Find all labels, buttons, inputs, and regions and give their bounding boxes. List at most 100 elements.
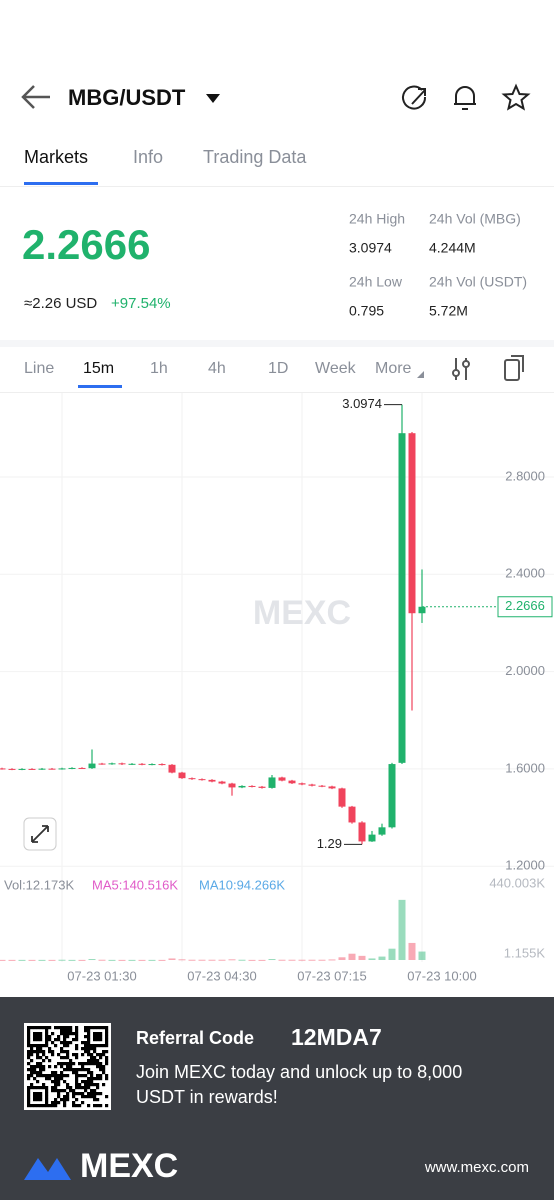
- candle-body: [248, 785, 256, 787]
- stat-label: 24h Low: [349, 274, 403, 290]
- volume-bar: [158, 959, 166, 961]
- fullscreen-icon[interactable]: [31, 825, 49, 843]
- qr-cell: [96, 1083, 100, 1087]
- qr-cell: [27, 1098, 31, 1102]
- interval[interactable]: 1h: [150, 360, 168, 377]
- qr-cell: [84, 1035, 88, 1039]
- qr-cell: [96, 1026, 100, 1030]
- qr-cell: [93, 1104, 97, 1108]
- qr-cell: [57, 1089, 61, 1093]
- qr-cell: [81, 1101, 85, 1105]
- volume-bar: [368, 958, 376, 960]
- more-caret[interactable]: [417, 371, 424, 378]
- interval[interactable]: Week: [315, 360, 357, 377]
- volume-legend: MA5:140.516K: [92, 877, 178, 892]
- pair-title[interactable]: MBG/USDT: [68, 85, 186, 110]
- qr-cell: [105, 1056, 109, 1060]
- qr-cell: [87, 1047, 91, 1051]
- favorite-icon[interactable]: [501, 83, 531, 111]
- candle-body: [208, 779, 216, 782]
- qr-cell: [93, 1062, 97, 1066]
- qr-cell: [87, 1068, 91, 1072]
- qr-cell: [45, 1038, 49, 1042]
- interval[interactable]: 1D: [268, 360, 288, 377]
- candle-body: [38, 768, 46, 770]
- orientation-icon[interactable]: [504, 355, 524, 381]
- qr-cell: [87, 1038, 91, 1042]
- qr-cell: [102, 1026, 106, 1030]
- volume-bar: [418, 951, 426, 960]
- qr-cell: [96, 1044, 100, 1048]
- qr-cell: [51, 1074, 55, 1078]
- qr-cell: [69, 1029, 73, 1033]
- indicator-icon[interactable]: [452, 358, 470, 380]
- qr-cell: [105, 1032, 109, 1036]
- qr-cell: [75, 1071, 79, 1075]
- share-icon[interactable]: [402, 85, 427, 110]
- qr-cell: [75, 1098, 79, 1102]
- tab[interactable]: Info: [133, 147, 163, 167]
- qr-cell: [84, 1062, 88, 1066]
- qr-cell: [84, 1041, 88, 1045]
- candle-body: [218, 781, 226, 784]
- volume-bar: [118, 959, 126, 961]
- qr-cell: [90, 1026, 94, 1030]
- interval[interactable]: More: [375, 360, 412, 377]
- qr-cell: [87, 1077, 91, 1081]
- qr-cell: [33, 1104, 37, 1108]
- dropdown-caret[interactable]: [206, 94, 220, 103]
- qr-cell: [96, 1104, 100, 1108]
- tab[interactable]: Trading Data: [203, 147, 307, 167]
- qr-cell: [66, 1074, 70, 1078]
- qr-cell: [105, 1038, 109, 1042]
- volume-bar: [58, 959, 66, 961]
- interval[interactable]: 4h: [208, 360, 226, 377]
- interval[interactable]: 15m: [83, 360, 114, 377]
- qr-cell: [57, 1095, 61, 1099]
- qr-cell: [96, 1077, 100, 1081]
- referral-code: 12MDA7: [291, 1024, 382, 1050]
- logo-mark: [24, 1158, 71, 1180]
- qr-cell: [81, 1053, 85, 1057]
- volume-bar: [148, 959, 156, 961]
- qr-cell: [48, 1065, 52, 1069]
- qr-cell: [48, 1074, 52, 1078]
- qr-cell: [45, 1044, 49, 1048]
- back-button[interactable]: [21, 85, 50, 109]
- volume-legend: MA10:94.266K: [199, 877, 285, 892]
- volume-bar: [318, 959, 326, 961]
- alert-icon[interactable]: [454, 86, 476, 110]
- qr-cell: [90, 1083, 94, 1087]
- qr-cell: [99, 1044, 103, 1048]
- volume-bar: [128, 959, 136, 961]
- qr-cell: [96, 1035, 100, 1039]
- candle-body: [48, 768, 56, 770]
- candle-body: [268, 777, 276, 788]
- qr-cell: [27, 1035, 31, 1039]
- interval[interactable]: Line: [24, 360, 54, 377]
- qr-cell: [66, 1095, 70, 1099]
- qr-cell: [60, 1056, 64, 1060]
- qr-cell: [57, 1038, 61, 1042]
- qr-cell: [63, 1032, 67, 1036]
- qr-cell: [81, 1074, 85, 1078]
- qr-cell: [51, 1053, 55, 1057]
- qr-cell: [39, 1086, 43, 1090]
- qr-cell: [75, 1035, 79, 1039]
- qr-cell: [93, 1035, 97, 1039]
- candle-body: [418, 606, 426, 614]
- qr-cell: [75, 1074, 79, 1078]
- qr-cell: [87, 1104, 91, 1108]
- qr-cell: [99, 1074, 103, 1078]
- qr-cell: [87, 1044, 91, 1048]
- qr-cell: [39, 1095, 43, 1099]
- qr-cell: [69, 1059, 73, 1063]
- stat-label: 24h Vol (MBG): [429, 211, 521, 227]
- qr-cell: [90, 1095, 94, 1099]
- qr-cell: [51, 1086, 55, 1090]
- tab[interactable]: Markets: [24, 147, 88, 167]
- qr-cell: [30, 1059, 34, 1063]
- volume-bar: [78, 959, 86, 961]
- qr-cell: [93, 1032, 97, 1036]
- qr-cell: [39, 1065, 43, 1069]
